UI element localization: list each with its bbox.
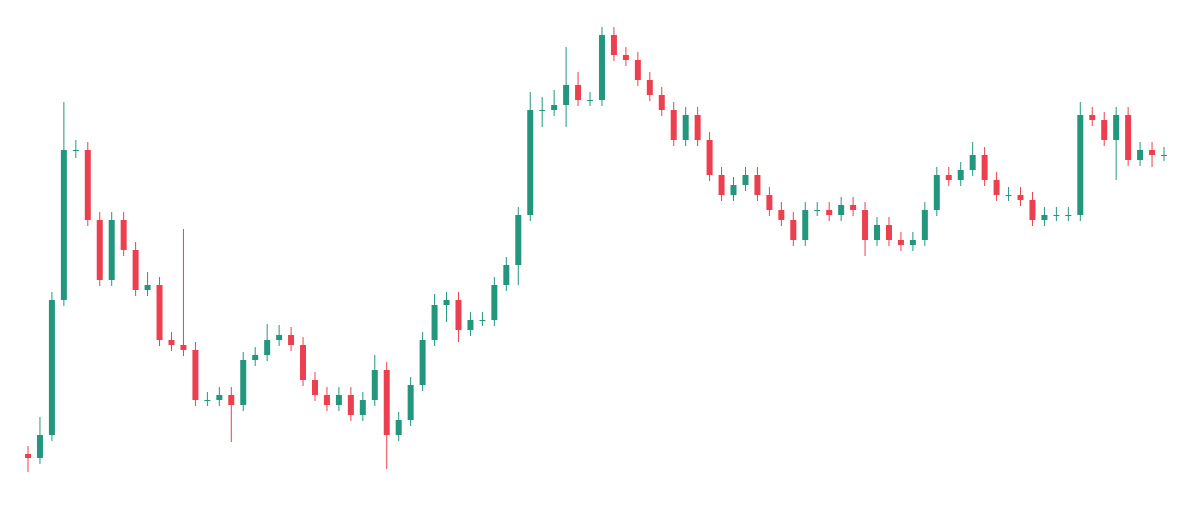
candle-body [84, 150, 91, 220]
candle-body [1077, 115, 1084, 215]
candle-body [981, 155, 988, 180]
candle-body [228, 395, 235, 405]
candle-body [395, 420, 402, 435]
candle-body [1137, 150, 1144, 160]
candle-body [204, 400, 211, 401]
candle-body [766, 195, 773, 210]
candle-body [132, 250, 139, 290]
candle-body [694, 115, 701, 140]
candle-body [96, 220, 103, 280]
candle-body [1053, 215, 1060, 216]
candle-body [563, 85, 570, 105]
candle-body [1029, 200, 1036, 220]
candle-body [778, 210, 785, 220]
candle-body [156, 285, 163, 340]
candle-body [276, 335, 283, 340]
candle-body [945, 175, 952, 180]
candle-body [240, 360, 247, 405]
candle-body [551, 105, 558, 110]
candle-body [48, 300, 55, 435]
candle-body [323, 395, 330, 405]
candle-body [933, 175, 940, 210]
candle-body [311, 380, 318, 395]
candle-body [826, 210, 833, 215]
candle-body [1101, 120, 1108, 140]
candle-body [754, 175, 761, 195]
candle-body [216, 395, 223, 400]
candle-body [909, 240, 916, 245]
candle-body [1065, 215, 1072, 216]
candle-body [60, 150, 67, 300]
candle-body [108, 220, 115, 280]
candle-body [168, 340, 175, 345]
candle-body [1113, 115, 1120, 140]
candle-body [407, 385, 414, 420]
candle-body [383, 370, 390, 435]
candle-body [742, 175, 749, 185]
candle-body [921, 210, 928, 240]
candle-body [300, 345, 307, 380]
candle-body [264, 340, 271, 355]
candle-body [1005, 195, 1012, 196]
candle-body [790, 220, 797, 240]
candle-body [706, 140, 713, 175]
candle-body [503, 265, 510, 285]
candle-body [288, 335, 295, 345]
candle-body [646, 80, 653, 95]
candle-body [670, 110, 677, 140]
candle-body [515, 215, 522, 265]
candle-body [192, 350, 199, 400]
candle-body [252, 355, 259, 360]
candle-body [730, 185, 737, 195]
candle-body [1125, 115, 1132, 160]
candle-body [1161, 155, 1167, 156]
candle-body [455, 300, 462, 330]
candle-body [479, 320, 486, 321]
candle-body [527, 110, 534, 215]
candle-body [838, 205, 845, 215]
candle-body [25, 454, 31, 458]
candle-body [419, 340, 426, 385]
candle-body [359, 400, 366, 415]
candle-body [1149, 150, 1156, 155]
candle-body [120, 220, 127, 250]
candle-body [1017, 195, 1024, 200]
candle-body [969, 155, 976, 170]
candle-body [180, 345, 187, 350]
candle-body [575, 85, 582, 100]
candle-body [347, 395, 354, 415]
candle-body [539, 110, 546, 111]
candle-body [36, 435, 43, 458]
candle-body [993, 180, 1000, 195]
candle-body [335, 395, 342, 405]
candle-body [587, 100, 594, 101]
candle-body [1089, 115, 1096, 120]
candle-body [874, 225, 881, 240]
candle-body [144, 285, 151, 290]
candle-body [862, 210, 869, 240]
candle-body [802, 210, 809, 240]
candle-body [491, 285, 498, 320]
candle-body [598, 35, 605, 100]
candle-body [682, 115, 689, 140]
candle-body [850, 205, 857, 210]
candle-body [634, 60, 641, 80]
candle-body [718, 175, 725, 195]
candle-body [72, 150, 79, 151]
candle-body [957, 170, 964, 180]
candle-body [371, 370, 378, 400]
candle-body [467, 320, 474, 330]
candle-body [897, 240, 904, 245]
candle-body [443, 300, 450, 305]
candle-body [658, 95, 665, 110]
candle-body [814, 210, 821, 211]
candle-body [885, 225, 892, 240]
candle-body [431, 305, 438, 340]
candle-body [610, 35, 617, 55]
candle-body [1041, 215, 1048, 220]
candle-body [622, 55, 629, 60]
